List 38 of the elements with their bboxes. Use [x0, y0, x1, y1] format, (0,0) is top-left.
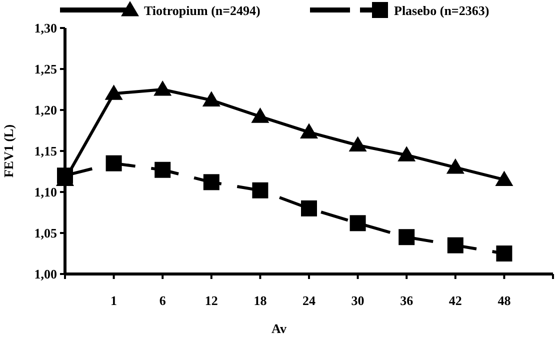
x-tick-label: 30	[351, 293, 364, 308]
point	[300, 123, 318, 138]
x-axis-title: Av	[272, 321, 287, 336]
y-tick-label: 1,30	[34, 20, 57, 36]
point	[202, 91, 220, 106]
x-tick-label: 48	[498, 293, 512, 308]
point	[154, 162, 171, 178]
x-tick-label: 36	[400, 293, 414, 308]
y-axis-title: FEV1 (L)	[1, 124, 16, 178]
y-tick-label: 1,25	[34, 62, 58, 77]
point	[447, 237, 464, 254]
point	[348, 136, 367, 152]
point	[104, 84, 123, 100]
legend-label: Plasebo (n=2363)	[394, 3, 490, 18]
point	[398, 229, 415, 246]
point	[398, 146, 416, 162]
y-tick-label: 1,10	[34, 184, 57, 200]
y-tick-label: 1,00	[34, 266, 57, 282]
y-tick-label: 1,05	[34, 226, 58, 241]
legend-label: Tiotropium (n=2494)	[144, 3, 260, 18]
x-tick-label: 18	[254, 293, 268, 308]
point	[251, 108, 270, 123]
point	[496, 246, 512, 262]
point	[350, 215, 366, 232]
x-tick-label: 42	[448, 293, 462, 308]
point	[203, 174, 220, 190]
x-tick-label: 24	[302, 293, 316, 308]
point	[446, 158, 464, 174]
point	[301, 200, 317, 216]
point	[106, 155, 122, 172]
y-tick-label: 1,15	[34, 144, 58, 159]
point	[495, 170, 514, 186]
y-tick-label: 1,20	[34, 102, 57, 118]
x-tick-label: 12	[204, 293, 218, 308]
point	[252, 182, 268, 198]
point	[154, 80, 172, 96]
x-tick-label: 1	[110, 293, 118, 308]
x-tick-label: 6	[159, 293, 166, 308]
